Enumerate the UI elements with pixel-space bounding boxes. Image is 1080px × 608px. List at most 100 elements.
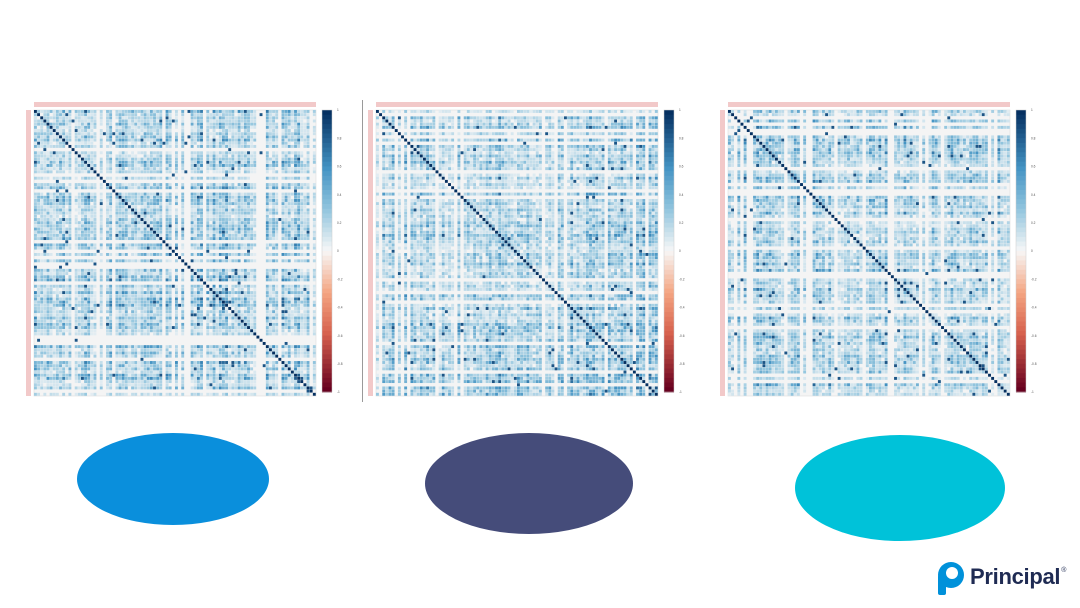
heatmap-cell — [43, 313, 47, 317]
heatmap-cell — [140, 367, 144, 371]
heatmap-cell — [193, 367, 197, 371]
heatmap-cell — [231, 157, 235, 161]
heatmap-cell — [93, 135, 97, 139]
heatmap-cell — [140, 348, 144, 352]
heatmap-cell — [62, 246, 66, 250]
heatmap-cell — [231, 310, 235, 314]
heatmap-cell — [287, 345, 291, 349]
heatmap-cell — [146, 116, 150, 120]
heatmap-cell — [118, 326, 122, 330]
heatmap-cell — [40, 208, 44, 212]
heatmap-cell — [65, 364, 69, 368]
heatmap-cell — [200, 144, 203, 148]
heatmap-cell — [240, 132, 244, 136]
heatmap-cell — [240, 176, 244, 180]
heatmap-cell — [281, 221, 285, 225]
heatmap-cell — [62, 167, 66, 171]
heatmap-cell — [253, 164, 257, 167]
heatmap-cell — [231, 195, 235, 199]
heatmap-cell — [265, 364, 269, 368]
heatmap-cell — [143, 211, 147, 215]
heatmap-cell — [272, 354, 276, 358]
heatmap-cell — [303, 326, 307, 330]
heatmap-cell — [77, 297, 81, 301]
heatmap-cell — [159, 129, 163, 132]
heatmap-cell — [49, 192, 53, 196]
heatmap-cell — [222, 246, 225, 250]
heatmap-cell — [137, 322, 141, 326]
heatmap-cell — [215, 151, 219, 155]
heatmap-cell — [146, 186, 150, 190]
heatmap-cell — [46, 351, 50, 355]
heatmap-cell — [149, 291, 153, 295]
heatmap-cell — [156, 332, 160, 336]
heatmap-cell — [265, 259, 269, 263]
heatmap-cell — [140, 230, 144, 234]
heatmap-cell — [250, 154, 254, 158]
heatmap-cell — [287, 287, 291, 291]
heatmap-cell — [143, 119, 147, 123]
heatmap-cell — [269, 160, 272, 164]
heatmap-cell — [272, 253, 276, 256]
heatmap-cell — [109, 322, 113, 326]
heatmap-cell — [281, 237, 285, 241]
heatmap-cell — [165, 141, 169, 145]
heatmap-cell — [287, 233, 291, 237]
heatmap-cell — [43, 259, 47, 263]
heatmap-cell — [200, 214, 203, 218]
heatmap-cell — [196, 275, 200, 279]
heatmap-cell — [250, 186, 254, 190]
heatmap-cell — [190, 361, 194, 364]
heatmap-cell — [209, 141, 213, 145]
heatmap-cell — [290, 297, 294, 301]
heatmap-cell — [43, 132, 47, 136]
heatmap-cell — [68, 202, 72, 206]
heatmap-cell — [165, 154, 169, 158]
heatmap-cell — [40, 294, 44, 298]
heatmap-cell — [124, 170, 128, 174]
heatmap-cell — [106, 157, 109, 161]
heatmap-cell — [290, 221, 294, 225]
heatmap-cell — [165, 348, 169, 352]
heatmap-cell — [68, 332, 72, 336]
heatmap-cell — [209, 151, 213, 155]
heatmap-cell — [281, 122, 285, 126]
heatmap-cell — [121, 125, 125, 129]
heatmap-cell — [118, 310, 122, 314]
heatmap-cell — [269, 167, 272, 171]
heatmap-cell — [77, 253, 81, 256]
heatmap-cell — [159, 157, 163, 161]
heatmap-cell — [190, 170, 194, 174]
heatmap-cell — [106, 154, 109, 158]
heatmap-cell — [118, 151, 122, 155]
heatmap-cell — [243, 176, 247, 180]
heatmap-cell — [81, 211, 84, 215]
heatmap-cell — [272, 183, 276, 187]
heatmap-cell — [312, 157, 316, 161]
heatmap-cell — [128, 272, 131, 275]
heatmap-cell — [146, 307, 150, 310]
heatmap-cell — [115, 361, 119, 364]
heatmap-cell — [290, 227, 294, 231]
heatmap-cell — [269, 294, 272, 298]
heatmap-cell — [209, 230, 213, 234]
heatmap-cell — [240, 183, 244, 187]
heatmap-cell — [234, 354, 238, 358]
heatmap-cell — [265, 348, 269, 352]
heatmap-cell — [131, 164, 135, 167]
heatmap-cell — [121, 195, 125, 199]
heatmap-cell — [43, 297, 47, 301]
heatmap-cell — [196, 364, 200, 368]
heatmap-cell — [181, 224, 185, 228]
heatmap-cell — [134, 310, 138, 314]
heatmap-cell — [193, 151, 197, 155]
heatmap-cell — [121, 227, 125, 231]
heatmap-cell — [228, 192, 232, 196]
heatmap-cell — [275, 176, 279, 180]
heatmap-cell — [90, 170, 94, 174]
heatmap-cell — [206, 268, 210, 272]
heatmap-cell — [115, 167, 119, 171]
heatmap-cell — [65, 119, 69, 123]
heatmap-cell — [228, 138, 232, 142]
heatmap-cell — [40, 316, 44, 320]
